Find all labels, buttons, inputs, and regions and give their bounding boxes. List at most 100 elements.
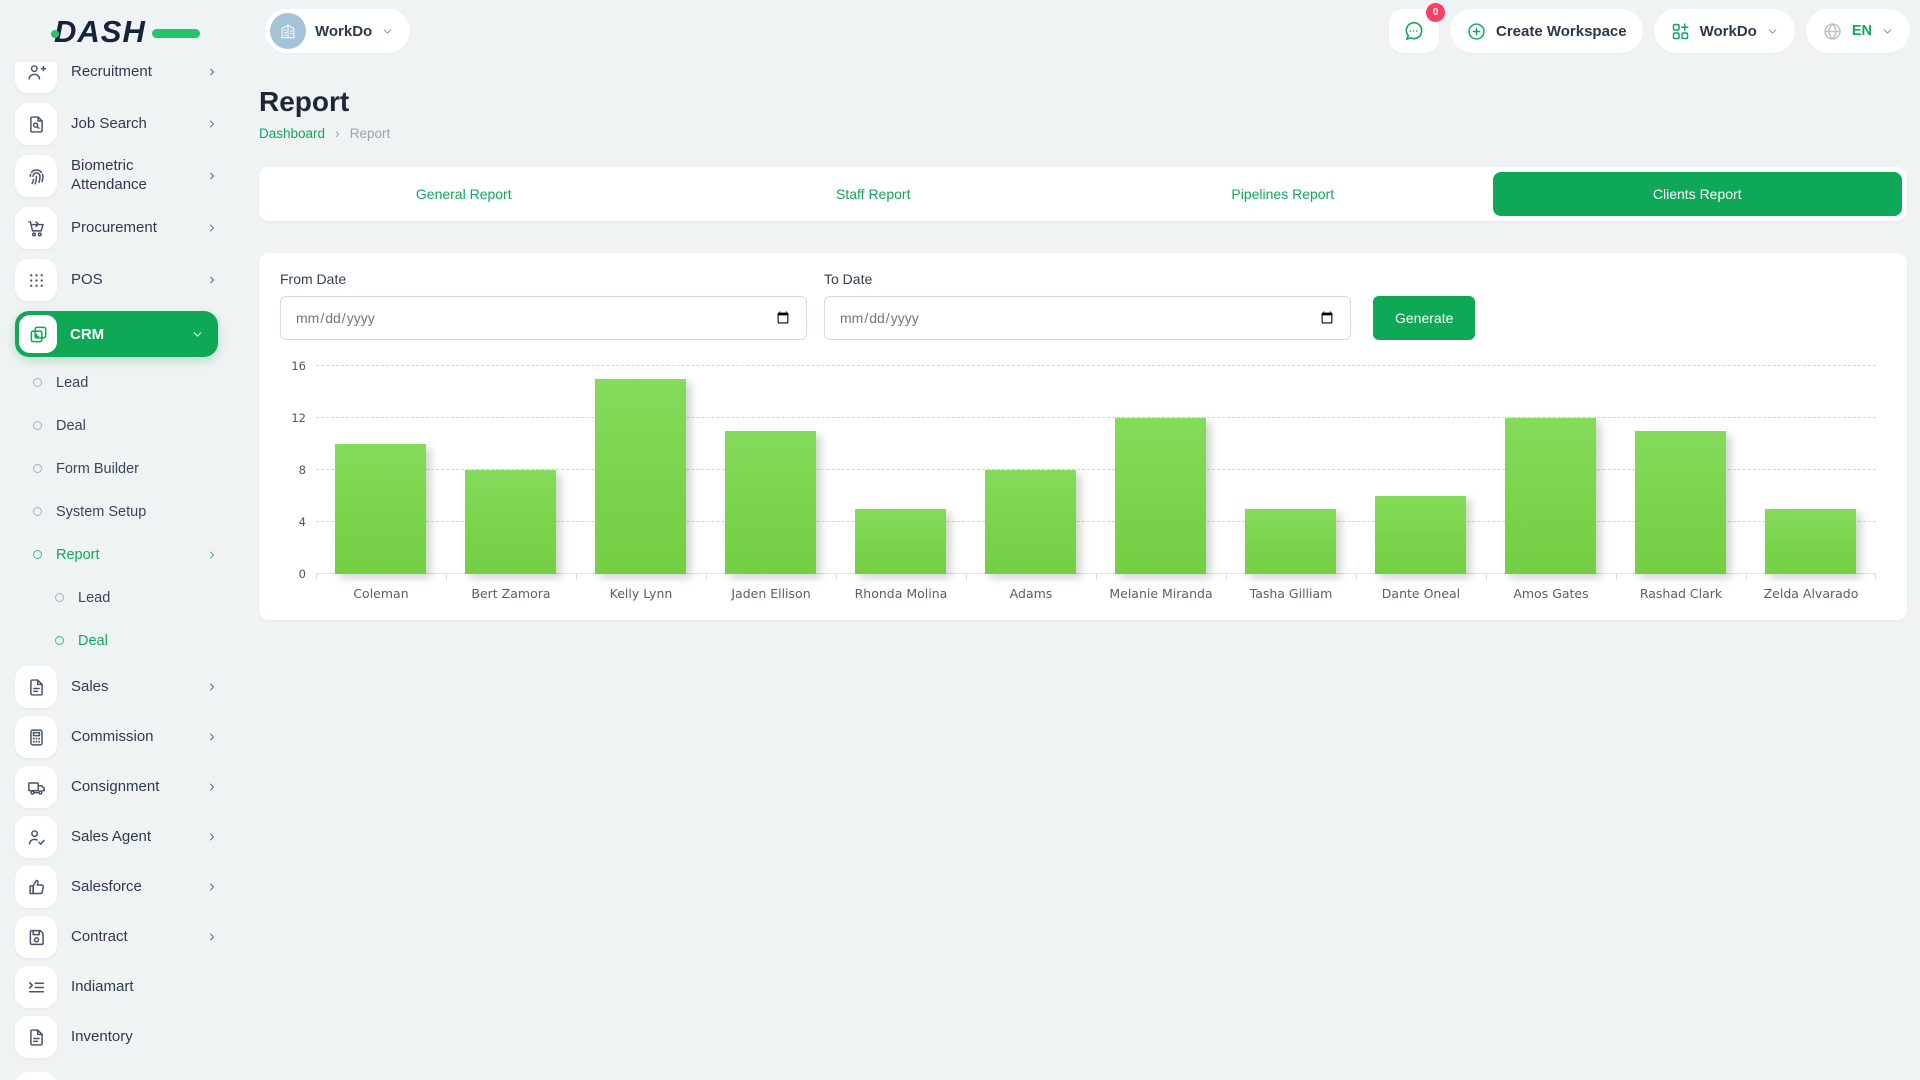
chev-right [210,276,214,284]
fingerprint-icon [29,168,44,185]
sidebar-item-pos[interactable]: POS [15,254,218,306]
file-icon [29,678,43,696]
sidebar-item-sales[interactable]: Sales [15,662,218,712]
top-header: DASH WorkDo 0 Create Workspace WorkDo EN [0,0,1920,62]
sidebar-item-commission[interactable]: Commission [15,712,218,762]
tab-general-report[interactable]: General Report [415,186,512,202]
sidebar-subitem-deal[interactable]: Deal [15,619,218,662]
breadcrumb: Dashboard › Report [259,125,1907,141]
x-axis-label: Zelda Alvarado [1763,586,1859,601]
tab-staff-report[interactable]: Staff Report [836,186,911,202]
cart-icon [27,220,44,237]
tab-clients-report[interactable]: Clients Report [1492,172,1902,216]
pages-icon [30,326,46,342]
truck-icon [15,766,57,808]
sidebar-item-partial[interactable] [15,1072,57,1080]
chev-right [210,733,214,741]
x-axis-tick [1746,574,1747,580]
chart-slot-bert-zamora: Bert Zamora [445,366,576,601]
sidebar-subitem-system-setup[interactable]: System Setup [15,490,218,533]
person-add-icon [15,62,57,93]
workspace-selector[interactable]: WorkDo [265,9,411,53]
language-selector[interactable]: EN [1805,9,1910,53]
bar-dante-oneal [1375,496,1467,574]
chev-right [210,683,214,691]
sidebar-item-biometric-attendance[interactable]: Biometric Attendance [15,150,218,202]
sidebar-item-procurement[interactable]: Procurement [15,202,218,254]
sidebar-subitem-lead[interactable]: Lead [15,361,218,404]
sidebar-item-recruitment[interactable]: Recruitment [15,62,218,98]
brand-logo[interactable]: DASH [51,13,200,51]
main-content: Report Dashboard › Report General Report… [232,62,1920,1080]
gridline-y4 [316,521,1876,522]
sidebar-item-sales-agent[interactable]: Sales Agent [15,812,218,862]
sidebar-item-job-search[interactable]: Job Search [15,98,218,150]
to-date-label: To Date [824,271,873,287]
x-axis-tick [1355,574,1357,580]
file-icon [29,1028,43,1046]
chev-right [210,68,214,76]
header-actions: 0 Create Workspace WorkDo EN [1388,3,1910,53]
from-date-input[interactable] [280,296,807,340]
gridline-y12 [316,417,1876,418]
sidebar-subitem-form-builder[interactable]: Form Builder [15,447,218,490]
x-axis-label: Kelly Lynn [609,586,673,601]
gridline-y16 [316,365,1876,366]
app-grid-icon [1672,22,1689,39]
globe-icon [1824,22,1841,40]
messages-button[interactable]: 0 [1388,3,1445,53]
file-icon [15,666,57,708]
tab-pipelines-report[interactable]: Pipelines Report [1231,186,1335,202]
bar-rhonda-molina [855,509,947,574]
list-icon [15,966,57,1008]
breadcrumb-dashboard-link[interactable]: Dashboard [259,125,326,141]
circle-icon [33,378,42,387]
chevron-down-icon [1883,28,1892,34]
to-date-field: To Date [824,271,1351,340]
sidebar-subitem-lead[interactable]: Lead [15,576,218,619]
chev-right [210,551,214,558]
sidebar-item-contract[interactable]: Contract [15,912,218,962]
from-date-field: From Date [280,271,807,340]
clients-report-card: From Date To Date Generate 0 4 8 12 16 Colema… [259,253,1907,620]
chart-slot-adams: Adams [966,366,1096,601]
circle-icon [33,464,42,473]
save-icon [15,916,57,958]
sidebar-item-label: Contract [71,927,128,945]
sidebar-item-inventory[interactable]: Inventory [15,1012,218,1062]
to-date-input[interactable] [824,296,1351,340]
person-check-icon [28,829,45,845]
x-axis-tick [966,574,967,580]
chart-slot-amos-gates: Amos Gates [1486,366,1616,601]
x-axis-tick [835,574,837,580]
sidebar-subitem-report[interactable]: Report [15,533,218,576]
sidebar-subitem-label: Deal [78,632,108,649]
x-axis-tick [575,574,577,580]
sidebar-item-crm[interactable]: CRM [15,311,218,357]
workspace-label: WorkDo [315,22,373,40]
chart-slot-dante-oneal: Dante Oneal [1355,366,1486,601]
circle-icon [55,636,64,645]
generate-button[interactable]: Generate [1373,296,1476,340]
chart-slot-kelly-lynn: Kelly Lynn [575,366,706,601]
sidebar-item-label: Sales [71,677,109,695]
from-date-label: From Date [280,271,347,287]
sidebar-item-consignment[interactable]: Consignment [15,762,218,812]
bar-coleman [335,444,427,574]
bar-bert-zamora [465,470,557,574]
chart-slot-coleman: Coleman [316,366,446,601]
sidebar-item-salesforce[interactable]: Salesforce [15,862,218,912]
sidebar-subitem-deal[interactable]: Deal [15,404,218,447]
sidebar-subitem-label: Lead [56,374,89,391]
y-axis-tick-label: 16 [291,359,306,373]
sidebar-subitem-label: System Setup [56,503,147,520]
bar-adams [985,470,1077,574]
chart-slot-rhonda-molina: Rhonda Molina [835,366,966,601]
app-switcher-button[interactable]: WorkDo [1653,9,1795,53]
chev-right [210,933,214,941]
create-workspace-button[interactable]: Create Workspace [1449,9,1643,53]
breadcrumb-separator: › [335,125,340,141]
sidebar-item-indiamart[interactable]: Indiamart [15,962,218,1012]
circle-icon [33,550,42,559]
x-axis-tick [316,574,317,580]
